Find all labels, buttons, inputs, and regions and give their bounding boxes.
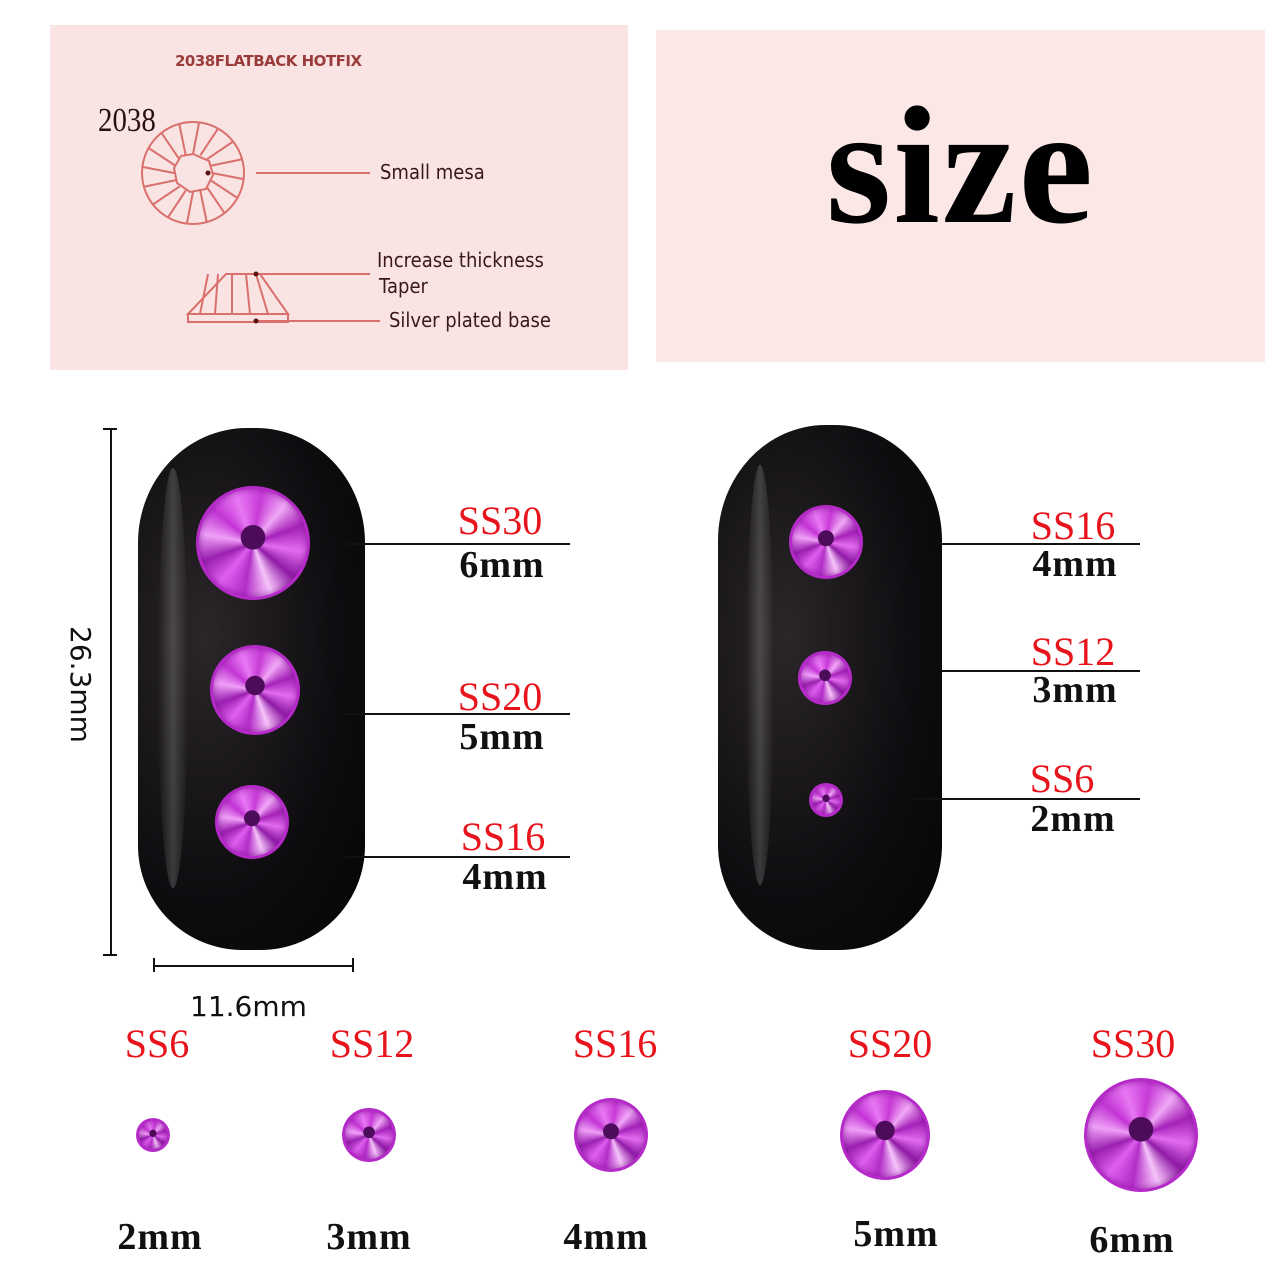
width-dimension-tick xyxy=(352,958,354,972)
diagram-title: 2038FLATBACK HOTFIX xyxy=(175,52,362,70)
lineup-diameter: 2mm xyxy=(117,1216,203,1258)
rhinestone-ss6 xyxy=(809,783,843,817)
facet-line xyxy=(160,132,181,161)
size-heading: size xyxy=(825,73,1096,259)
facet-line xyxy=(211,172,244,181)
height-dimension-line xyxy=(110,428,112,955)
height-label: 26.3mm xyxy=(63,626,97,743)
width-label: 11.6mm xyxy=(190,990,307,1023)
facet-line xyxy=(192,122,201,155)
lineup-diameter: 6mm xyxy=(1089,1219,1175,1261)
height-dimension-tick xyxy=(103,954,117,956)
leader-line xyxy=(345,713,570,715)
diameter-label: 4mm xyxy=(1032,543,1118,585)
rhinestone-ss16 xyxy=(215,785,289,859)
nail-shine xyxy=(746,465,774,885)
rhinestone-ss16 xyxy=(789,505,863,579)
diameter-label: 4mm xyxy=(462,856,548,898)
label-increase-thickness: Increase thickness xyxy=(377,248,544,272)
size-panel xyxy=(656,30,1265,362)
facet-line xyxy=(205,140,234,161)
diameter-label: 6mm xyxy=(459,544,545,586)
facet-line xyxy=(185,191,194,224)
label-taper: Taper xyxy=(379,274,428,298)
size-code-label: SS20 xyxy=(457,674,543,719)
lineup-diameter: 5mm xyxy=(853,1213,939,1255)
diameter-label: 3mm xyxy=(1032,669,1118,711)
lineup-diameter: 4mm xyxy=(563,1216,649,1258)
rhinestone-ss12 xyxy=(798,651,852,705)
facet-line xyxy=(199,128,219,156)
rhinestone-diagram xyxy=(141,121,380,324)
leader-line xyxy=(942,543,1140,545)
lineup-rhinestone-ss6 xyxy=(136,1118,170,1152)
facet-line xyxy=(210,158,243,167)
diameter-label: 5mm xyxy=(459,716,545,758)
nail-shine xyxy=(158,468,188,888)
facet-line xyxy=(205,185,226,214)
height-dimension-tick xyxy=(103,428,117,430)
lineup-diameter: 3mm xyxy=(326,1216,412,1258)
diagram-model-number: 2038 xyxy=(98,102,156,139)
lineup-rhinestone-ss20 xyxy=(840,1090,930,1180)
lineup-rhinestone-ss12 xyxy=(342,1108,396,1162)
facet-line xyxy=(178,123,187,156)
size-code-label: SS16 xyxy=(1030,503,1116,548)
rhinestone-ss30 xyxy=(196,486,310,600)
lineup-rhinestone-ss16 xyxy=(574,1098,648,1172)
rhinestone-ss20 xyxy=(210,645,300,735)
lineup-rhinestone-ss30 xyxy=(1084,1078,1198,1192)
diameter-label: 2mm xyxy=(1030,798,1116,840)
size-code-label: SS16 xyxy=(460,814,546,859)
facet-line xyxy=(143,179,176,188)
facet-line xyxy=(152,185,181,206)
leader-line xyxy=(942,670,1140,672)
size-code-label: SS30 xyxy=(457,498,543,543)
lineup-size-code: SS16 xyxy=(572,1021,658,1066)
leader-line xyxy=(345,856,570,858)
size-code-label: SS12 xyxy=(1030,629,1116,674)
label-silver-plated-base: Silver plated base xyxy=(389,308,551,332)
facet-line xyxy=(167,190,187,218)
label-small-mesa: Small mesa xyxy=(380,160,485,184)
width-dimension-tick xyxy=(153,958,155,972)
diagram-panel xyxy=(50,25,628,370)
leader-line xyxy=(912,798,1140,800)
leader-line xyxy=(345,543,570,545)
size-code-label: SS6 xyxy=(1029,756,1095,801)
width-dimension-line xyxy=(153,965,353,967)
top-view-circle xyxy=(141,121,245,225)
facet-line xyxy=(199,190,208,223)
lineup-size-code: SS20 xyxy=(847,1021,933,1066)
lineup-size-code: SS6 xyxy=(124,1021,190,1066)
lineup-size-code: SS30 xyxy=(1090,1021,1176,1066)
facet-line xyxy=(210,179,238,199)
facet-line xyxy=(148,147,176,167)
facet-line xyxy=(142,165,175,174)
lineup-size-code: SS12 xyxy=(329,1021,415,1066)
